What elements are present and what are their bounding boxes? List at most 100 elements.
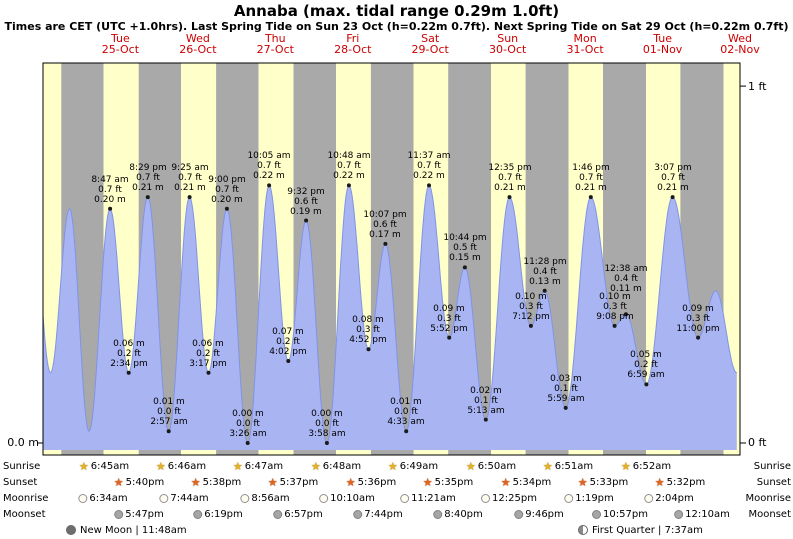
tide-label-line2: 0.2 ft <box>117 349 141 359</box>
moonrise-time: 7:44am <box>170 493 209 504</box>
tide-label-low: 0.06 m 0.2 ft 3:17 pm <box>180 339 236 369</box>
tide-label-line1: 10:05 am <box>247 151 291 161</box>
sunrise-star-icon: ★ <box>310 460 321 473</box>
tide-label-line1: 10:48 am <box>327 151 371 161</box>
tide-label-line1: 0.05 m <box>630 350 662 360</box>
tide-label-line3: 4:33 am <box>387 417 425 427</box>
tide-label-line3: 2:57 am <box>150 417 188 427</box>
moonrise-event: 2:04pm <box>644 492 694 505</box>
tide-extreme-dot <box>224 206 229 211</box>
tide-extreme-dot <box>108 206 113 211</box>
day-date: 30-Oct <box>489 43 527 56</box>
day-name: Tue <box>110 32 130 45</box>
moonset-circle-icon <box>114 510 124 519</box>
tide-label-line3: 9:08 pm <box>596 312 634 322</box>
moonset-time: 8:40pm <box>444 509 483 520</box>
moonset-event: 6:19pm <box>193 508 243 521</box>
tide-label-line3: 0.17 m <box>369 230 401 240</box>
tide-label-line2: 0.7 ft <box>178 173 202 183</box>
tide-label-low: 0.00 m 0.0 ft 3:58 am <box>299 409 355 439</box>
tide-label-line1: 1:46 pm <box>572 163 610 173</box>
tide-extreme-dot <box>528 323 533 328</box>
tide-area <box>43 185 737 450</box>
tide-label-high: 3:07 pm 0.7 ft 0.21 m <box>645 163 701 193</box>
y-axis-right-1ft-label: 1 ft <box>748 80 767 93</box>
tide-label-line3: 2:34 pm <box>110 359 148 369</box>
tide-label-high: 9:00 pm 0.7 ft 0.20 m <box>199 175 255 205</box>
day-name: Wed <box>728 32 752 45</box>
sunset-row-label-left: Sunset <box>3 477 38 488</box>
moonrise-time: 8:56am <box>251 493 290 504</box>
tide-label-line1: 0.01 m <box>153 397 185 407</box>
sunset-star-icon: ★ <box>422 476 433 489</box>
tide-label-high: 10:44 pm 0.5 ft 0.15 m <box>437 233 493 263</box>
tide-label-line2: 0.6 ft <box>294 197 318 207</box>
tide-label-low: 0.10 m 0.3 ft 9:08 pm <box>587 292 643 322</box>
moonset-circle-icon <box>433 510 443 519</box>
moonset-time: 10:57pm <box>603 509 648 520</box>
moonrise-event: 10:10am <box>319 492 375 505</box>
tide-label-line2: 0.7 ft <box>417 161 441 171</box>
tide-label-line1: 12:38 am <box>604 264 648 274</box>
tide-extreme-dot <box>696 335 701 340</box>
sunrise-row-label-left: Sunrise <box>3 461 41 472</box>
tide-label-line3: 0.22 m <box>253 171 285 181</box>
tide-label-line2: 0.7 ft <box>136 173 160 183</box>
sunset-event: ★ 5:33pm <box>578 476 628 489</box>
moonset-event: 7:44pm <box>353 508 403 521</box>
day-name: Tue <box>653 32 672 45</box>
tide-label-line2: 0.7 ft <box>215 185 239 195</box>
tide-label-line1: 0.00 m <box>311 409 343 419</box>
sunset-time: 5:33pm <box>589 477 629 488</box>
tide-label-low: 0.09 m 0.3 ft 5:52 pm <box>421 304 477 334</box>
tide-label-line2: 0.7 ft <box>337 161 361 171</box>
tide-label-high: 9:25 am 0.7 ft 0.21 m <box>162 163 218 193</box>
tide-label-line2: 0.3 ft <box>603 302 627 312</box>
sunset-event: ★ 5:37pm <box>268 476 318 489</box>
tide-label-line2: 0.1 ft <box>474 396 498 406</box>
sunset-event: ★ 5:35pm <box>423 476 473 489</box>
tide-label-high: 12:35 pm 0.7 ft 0.21 m <box>482 163 538 193</box>
sunrise-time: 6:52am <box>632 461 672 472</box>
moonset-circle-icon <box>273 510 283 519</box>
tide-label-line3: 0.21 m <box>657 183 689 193</box>
tide-extreme-dot <box>324 441 329 445</box>
new-moon-icon <box>66 525 76 535</box>
tide-label-line1: 0.08 m <box>352 315 384 325</box>
tide-extreme-dot <box>145 195 150 200</box>
tide-extreme-dot <box>507 195 512 200</box>
moonrise-time: 2:04pm <box>655 493 694 504</box>
tide-label-line2: 0.3 ft <box>437 314 461 324</box>
tide-label-line1: 0.09 m <box>682 304 714 314</box>
tide-label-line3: 0.13 m <box>529 277 561 287</box>
moonrise-circle-icon <box>644 494 654 503</box>
moonrise-circle-icon <box>78 494 88 503</box>
tide-extreme-dot <box>187 195 192 200</box>
tide-label-line3: 3:58 am <box>308 429 346 439</box>
day-date: 25-Oct <box>101 43 140 56</box>
moonrise-time: 11:21am <box>411 493 456 504</box>
tide-extreme-dot <box>166 429 171 434</box>
tide-label-line1: 12:35 pm <box>488 163 532 173</box>
moonset-time: 6:57pm <box>284 509 323 520</box>
tide-extreme-dot <box>623 312 628 317</box>
tide-label-line1: 0.03 m <box>550 374 582 384</box>
tide-label-line1: 3:07 pm <box>654 163 692 173</box>
sunrise-row-label-right: Sunrise <box>753 461 791 472</box>
tide-label-line2: 0.1 ft <box>554 384 578 394</box>
tide-extreme-dot <box>245 441 250 445</box>
tide-label-line3: 0.21 m <box>575 183 607 193</box>
moonset-circle-icon <box>193 510 203 519</box>
tide-extreme-dot <box>542 288 547 293</box>
tide-extreme-dot <box>383 241 388 246</box>
tide-label-low: 0.00 m 0.0 ft 3:26 am <box>220 409 276 439</box>
moonrise-circle-icon <box>564 494 574 503</box>
tide-curve <box>43 184 737 444</box>
tide-label-line3: 5:59 am <box>547 394 585 404</box>
tide-label-low: 0.01 m 0.0 ft 4:33 am <box>378 397 434 427</box>
tide-label-line3: 5:13 am <box>467 406 505 416</box>
day-date: 28-Oct <box>334 43 372 56</box>
sunset-time: 5:37pm <box>279 477 319 488</box>
sunrise-event: ★ 6:45am <box>79 460 129 473</box>
moonrise-circle-icon <box>319 494 329 503</box>
